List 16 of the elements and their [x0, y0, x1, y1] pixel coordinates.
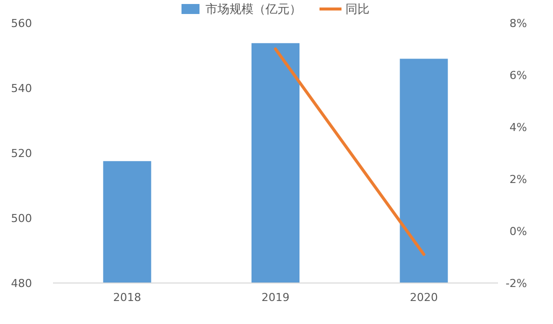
y-tick-label: 540	[11, 82, 32, 95]
x-tick-label: 2019	[262, 291, 290, 304]
y2-tick-label: 2%	[510, 173, 527, 186]
y-tick-label: 560	[11, 17, 32, 30]
y2-tick-label: 6%	[510, 69, 527, 82]
y2-tick-label: 8%	[510, 17, 527, 30]
y-tick-label: 520	[11, 147, 32, 160]
legend-label: 市场规模（亿元）	[206, 2, 302, 16]
y-tick-label: 500	[11, 212, 32, 225]
legend-label: 同比	[346, 2, 370, 16]
x-tick-label: 2018	[113, 291, 142, 304]
y2-tick-label: 0%	[510, 225, 527, 238]
y2-tick-label: 4%	[510, 121, 527, 134]
x-tick-label: 2020	[410, 291, 438, 304]
y2-tick-label: -2%	[506, 277, 527, 290]
y-tick-label: 480	[11, 277, 32, 290]
